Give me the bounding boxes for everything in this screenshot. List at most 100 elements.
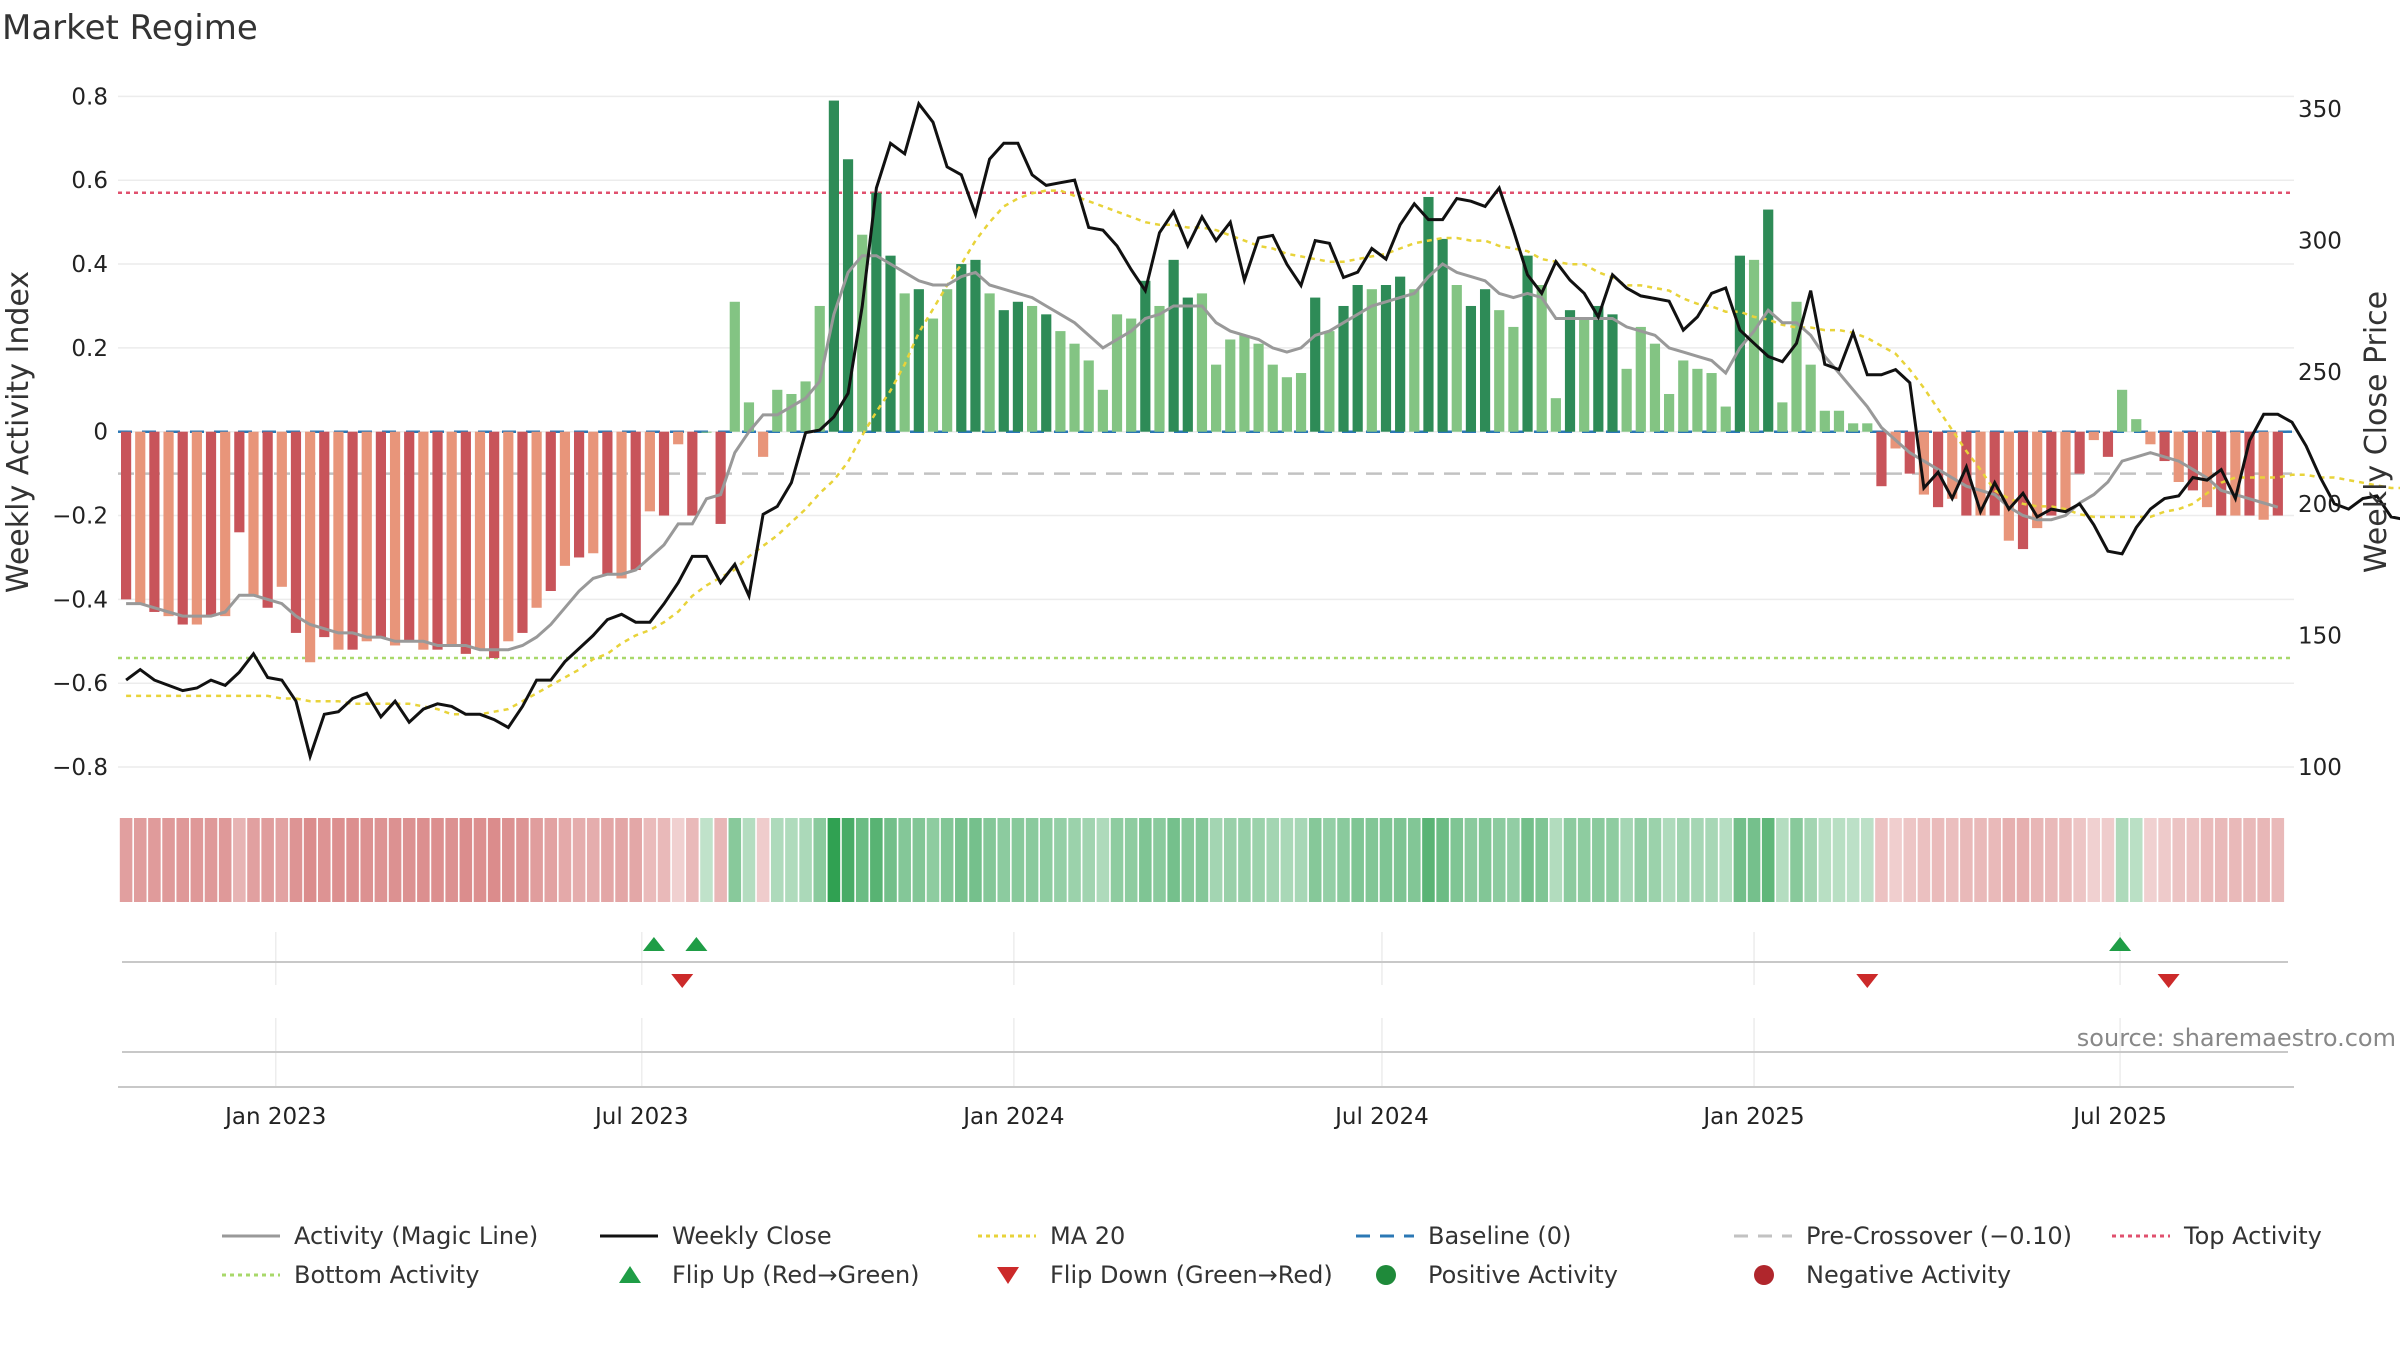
activity-bar	[2244, 431, 2255, 516]
regime-cell	[1408, 818, 1421, 902]
regime-cell	[1861, 818, 1874, 902]
left-y-axis-ticks: −0.8 −0.6 −0.4 −0.2 0 0.2 0.4 0.6 0.8	[52, 84, 108, 781]
activity-bar	[573, 431, 585, 558]
legend-swatch	[619, 1266, 641, 1283]
regime-cell	[558, 818, 572, 902]
bottom-panel	[118, 1018, 2294, 1088]
activity-bar	[602, 431, 613, 575]
activity-bar	[305, 431, 316, 663]
activity-bar	[956, 264, 967, 432]
activity-bar	[970, 259, 981, 432]
regime-cell	[2172, 818, 2186, 902]
regime-cell	[1676, 818, 1690, 902]
regime-cell	[1209, 818, 1223, 902]
activity-bar	[1423, 196, 1434, 432]
activity-bar	[644, 431, 655, 512]
regime-cell	[1266, 818, 1280, 902]
y-tick-label: −0.6	[52, 671, 108, 697]
regime-cell	[2059, 818, 2072, 902]
right-y-axis-label: Weekly Close Price	[2359, 291, 2394, 573]
regime-cell	[2087, 818, 2101, 902]
activity-bar	[205, 431, 217, 617]
regime-cell	[233, 818, 246, 902]
activity-bar	[531, 431, 542, 608]
activity-bar	[1211, 364, 1222, 432]
y2-tick-label: 100	[2298, 755, 2342, 781]
x-axis-ticks: Jan 2023 Jul 2023 Jan 2024 Jul 2024 Jan 2025…	[223, 1104, 2167, 1130]
activity-bar	[1819, 410, 1830, 432]
y2-tick-label: 300	[2298, 229, 2342, 255]
activity-bar	[1055, 331, 1066, 432]
regime-cell	[1181, 818, 1195, 902]
regime-cell	[1167, 818, 1180, 902]
activity-bar	[1310, 297, 1321, 432]
activity-bar	[1989, 431, 2000, 516]
activity-bar	[1975, 431, 1986, 516]
regime-cell	[2214, 818, 2228, 902]
flip-down-marker	[1856, 974, 1879, 988]
activity-bar	[1126, 318, 1137, 432]
flip-up-marker	[642, 937, 665, 951]
regime-cell	[445, 818, 458, 902]
activity-bar	[1635, 326, 1646, 432]
regime-cell	[955, 818, 968, 902]
legend-label: Flip Up (Red→Green)	[672, 1261, 920, 1289]
activity-bar	[2017, 431, 2029, 550]
regime-cell	[1634, 818, 1648, 902]
activity-bar	[942, 289, 953, 432]
activity-bar	[927, 318, 939, 432]
activity-bar	[1947, 431, 1958, 499]
regime-cell	[2158, 818, 2171, 902]
activity-bar	[1465, 305, 1477, 432]
regime-cell	[1945, 818, 1959, 902]
activity-bar	[1593, 305, 1604, 432]
activity-bar	[1140, 280, 1151, 432]
x-tick-label: Jul 2024	[1333, 1104, 1429, 1130]
regime-cell	[1733, 818, 1747, 902]
regime-cell	[1776, 818, 1789, 902]
activity-bar	[1083, 360, 1094, 432]
activity-bar	[1692, 368, 1703, 432]
regime-cell	[870, 818, 883, 902]
regime-cell	[388, 818, 402, 902]
regime-cell	[2271, 818, 2285, 902]
activity-bar	[1380, 285, 1392, 432]
regime-cell	[1988, 818, 2001, 902]
activity-bar	[234, 431, 245, 533]
regime-cell	[700, 818, 713, 902]
right-y-axis-ticks: 100 150 200 250 300 350	[2298, 97, 2342, 781]
weekly-close-line	[125, 100, 2400, 762]
regime-cell	[629, 818, 642, 902]
activity-bar	[1734, 255, 1745, 432]
regime-cell	[1238, 818, 1251, 902]
legend-label: MA 20	[1050, 1222, 1125, 1250]
activity-bar	[588, 431, 599, 554]
regime-cell	[855, 818, 869, 902]
activity-bar	[248, 431, 259, 596]
legend-label: Activity (Magic Line)	[294, 1222, 538, 1250]
legend: Activity (Magic Line) Weekly Close MA 20 Ba…	[222, 1222, 2322, 1289]
regime-cell	[1577, 818, 1591, 902]
activity-bar	[1777, 402, 1788, 432]
activity-bar	[1267, 364, 1278, 432]
activity-bar	[885, 255, 896, 432]
activity-bar	[687, 431, 698, 516]
x-tick-label: Jul 2025	[2071, 1104, 2167, 1130]
activity-bar	[1494, 310, 1505, 432]
regime-cell	[1039, 818, 1053, 902]
activity-bar	[913, 289, 924, 432]
activity-bar	[2187, 431, 2198, 491]
regime-cell	[1535, 818, 1548, 902]
activity-bar	[828, 100, 839, 432]
regime-cell	[2002, 818, 2016, 902]
regime-cell	[827, 818, 841, 902]
activity-bar	[772, 389, 783, 432]
regime-cell	[1011, 818, 1025, 902]
activity-bar	[191, 431, 202, 625]
regime-cell	[1436, 818, 1449, 902]
activity-bar	[2032, 431, 2043, 529]
activity-bar	[1352, 285, 1363, 432]
regime-cell	[1705, 818, 1718, 902]
activity-bar	[1479, 289, 1491, 432]
x-tick-label: Jan 2025	[1701, 1104, 1804, 1130]
